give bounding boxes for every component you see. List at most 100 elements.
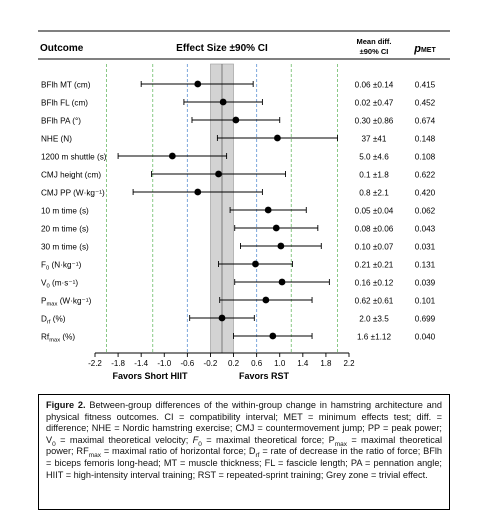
mean-diff-value: 0.62 ±0.61 bbox=[355, 297, 394, 306]
favors-rst-label: Favors RST bbox=[239, 371, 290, 381]
plot-area bbox=[106, 63, 338, 354]
caption-figure-label: Figure 2. bbox=[46, 400, 86, 410]
outcome-label: 10 m time (s) bbox=[41, 207, 89, 216]
mean-diff-value: 0.8 ±2.1 bbox=[359, 189, 389, 198]
favors-short-hiit-label: Favors Short HIIT bbox=[112, 371, 188, 381]
mean-diff-value: 2.0 ±3.5 bbox=[359, 315, 389, 324]
mean-diff-value: 0.16 ±0.12 bbox=[355, 279, 394, 288]
x-tick-label: 2.2 bbox=[343, 359, 355, 368]
pmet-value: 0.452 bbox=[415, 99, 436, 108]
outcome-row: 30 m time (s) 0.10 ±0.07 0.031 bbox=[41, 243, 436, 252]
outcome-label: Pmax (W·kg⁻¹) bbox=[41, 297, 92, 308]
pmet-header: pMET bbox=[413, 43, 436, 55]
outcome-row: CMJ PP (W·kg⁻¹) 0.8 ±2.1 0.420 bbox=[41, 189, 436, 198]
outcome-label: 1200 m shuttle (s) bbox=[41, 153, 107, 162]
pmet-value: 0.031 bbox=[415, 243, 436, 252]
outcome-row: Pmax (W·kg⁻¹) 0.62 ±0.61 0.101 bbox=[41, 297, 436, 308]
outcome-label: BFlh FL (cm) bbox=[41, 99, 88, 108]
mean-diff-value: 37 ±41 bbox=[362, 135, 387, 144]
x-axis: -2.2 -1.8 -1.4 -1.0 -0.6 -0.2 0.2 0.6 1.0 1.4 1.8 2… bbox=[88, 352, 355, 368]
caption-sub: max bbox=[88, 452, 101, 460]
point-estimate bbox=[264, 206, 272, 214]
mean-diff-value: 5.0 ±4.6 bbox=[359, 153, 389, 162]
mean-diff-header-line2: ±90% CI bbox=[360, 47, 389, 56]
mean-diff-value: 0.1 ±1.8 bbox=[359, 171, 389, 180]
x-tick-label: 1.4 bbox=[297, 359, 309, 368]
point-estimate bbox=[278, 278, 286, 286]
x-tick-label: 0.6 bbox=[251, 359, 263, 368]
x-tick-label: -1.4 bbox=[134, 359, 148, 368]
mean-diff-value: 1.6 ±1.12 bbox=[357, 333, 392, 342]
caption-text: = maximal theoretical power; RF bbox=[46, 434, 442, 457]
outcome-row: CMJ height (cm) 0.1 ±1.8 0.622 bbox=[41, 171, 436, 180]
caption-text: Between-group differences of the within-… bbox=[46, 400, 442, 445]
point-estimate bbox=[269, 332, 277, 340]
mean-diff-value: 0.21 ±0.21 bbox=[355, 261, 394, 270]
point-estimate bbox=[219, 98, 227, 106]
outcome-row: F0 (N·kg⁻¹) 0.21 ±0.21 0.131 bbox=[41, 261, 436, 272]
caption-text: = maximal theoretical force; P bbox=[201, 434, 335, 445]
outcome-rows: BFlh MT (cm) 0.06 ±0.14 0.415 BFlh FL (cm) 0… bbox=[41, 81, 436, 344]
pmet-value: 0.699 bbox=[415, 315, 436, 324]
x-tick-label: 1.8 bbox=[320, 359, 332, 368]
point-estimate bbox=[252, 260, 259, 268]
caption-sub: rf bbox=[255, 452, 260, 460]
caption-sub: 0 bbox=[198, 440, 202, 448]
outcome-row: BFlh PA (°) 0.30 ±0.86 0.674 bbox=[41, 117, 436, 126]
outcome-header: Outcome bbox=[40, 43, 84, 54]
x-tick-label: 0.2 bbox=[228, 359, 240, 368]
x-tick-label: -0.2 bbox=[204, 359, 218, 368]
caption-text: = rate of decrease in the ratio of force… bbox=[46, 446, 442, 480]
x-tick-label: -1.8 bbox=[111, 359, 125, 368]
pmet-value: 0.062 bbox=[415, 207, 436, 216]
point-estimate bbox=[272, 224, 280, 232]
pmet-value: 0.148 bbox=[415, 135, 436, 144]
caption-text: = maximal theoretical velocity; bbox=[55, 434, 193, 445]
outcome-label: Drf (%) bbox=[41, 315, 66, 326]
point-estimate bbox=[274, 134, 281, 142]
outcome-row: NHE (N) 37 ±41 0.148 bbox=[41, 135, 436, 144]
point-estimate bbox=[215, 170, 222, 178]
pmet-value: 0.131 bbox=[415, 261, 436, 270]
mean-diff-header-line1: Mean diff. bbox=[357, 37, 392, 46]
forest-plot: Outcome Effect Size ±90% CI Mean diff. ±… bbox=[38, 30, 450, 381]
outcome-label: Rfmax (%) bbox=[41, 333, 75, 344]
pmet-value: 0.043 bbox=[415, 225, 436, 234]
outcome-row: Rfmax (%) 1.6 ±1.12 0.040 bbox=[41, 333, 436, 344]
point-estimate bbox=[262, 296, 270, 304]
point-estimate bbox=[232, 116, 240, 124]
x-tick-label: 1.0 bbox=[274, 359, 286, 368]
outcome-label: 20 m time (s) bbox=[41, 225, 89, 234]
x-tick-label: -0.6 bbox=[180, 359, 194, 368]
outcome-row: V0 (m·s⁻¹) 0.16 ±0.12 0.039 bbox=[41, 279, 436, 290]
pmet-value: 0.622 bbox=[415, 171, 436, 180]
outcome-row: 20 m time (s) 0.08 ±0.06 0.043 bbox=[41, 225, 436, 234]
pmet-value: 0.420 bbox=[415, 189, 436, 198]
outcome-label: V0 (m·s⁻¹) bbox=[41, 279, 78, 290]
pmet-value: 0.674 bbox=[415, 117, 436, 126]
point-estimate bbox=[218, 314, 226, 322]
caption-sub: 0 bbox=[52, 440, 56, 448]
outcome-label: 30 m time (s) bbox=[41, 243, 89, 252]
mean-diff-value: 0.10 ±0.07 bbox=[355, 243, 394, 252]
pmet-value: 0.101 bbox=[415, 297, 436, 306]
outcome-label: CMJ PP (W·kg⁻¹) bbox=[41, 189, 105, 198]
x-tick-label: -1.0 bbox=[157, 359, 171, 368]
mean-diff-value: 0.08 ±0.06 bbox=[355, 225, 394, 234]
effect-size-header: Effect Size ±90% CI bbox=[176, 43, 268, 54]
pmet-value: 0.108 bbox=[415, 153, 436, 162]
x-tick-label: -2.2 bbox=[88, 359, 102, 368]
outcome-label: BFlh PA (°) bbox=[41, 117, 81, 126]
outcome-label: BFlh MT (cm) bbox=[41, 81, 91, 90]
mean-diff-value: 0.06 ±0.14 bbox=[355, 81, 394, 90]
point-estimate bbox=[194, 80, 202, 88]
mean-diff-value: 0.30 ±0.86 bbox=[355, 117, 394, 126]
outcome-label: NHE (N) bbox=[41, 135, 72, 144]
outcome-row: 1200 m shuttle (s) 5.0 ±4.6 0.108 bbox=[41, 153, 436, 162]
point-estimate bbox=[277, 242, 285, 250]
caption-text: = maximal ratio of horizontal force; D bbox=[100, 446, 256, 457]
outcome-row: Drf (%) 2.0 ±3.5 0.699 bbox=[41, 315, 436, 326]
caption-text: F bbox=[192, 434, 199, 445]
pmet-value: 0.415 bbox=[415, 81, 436, 90]
outcome-row: 10 m time (s) 0.05 ±0.04 0.062 bbox=[41, 207, 436, 216]
